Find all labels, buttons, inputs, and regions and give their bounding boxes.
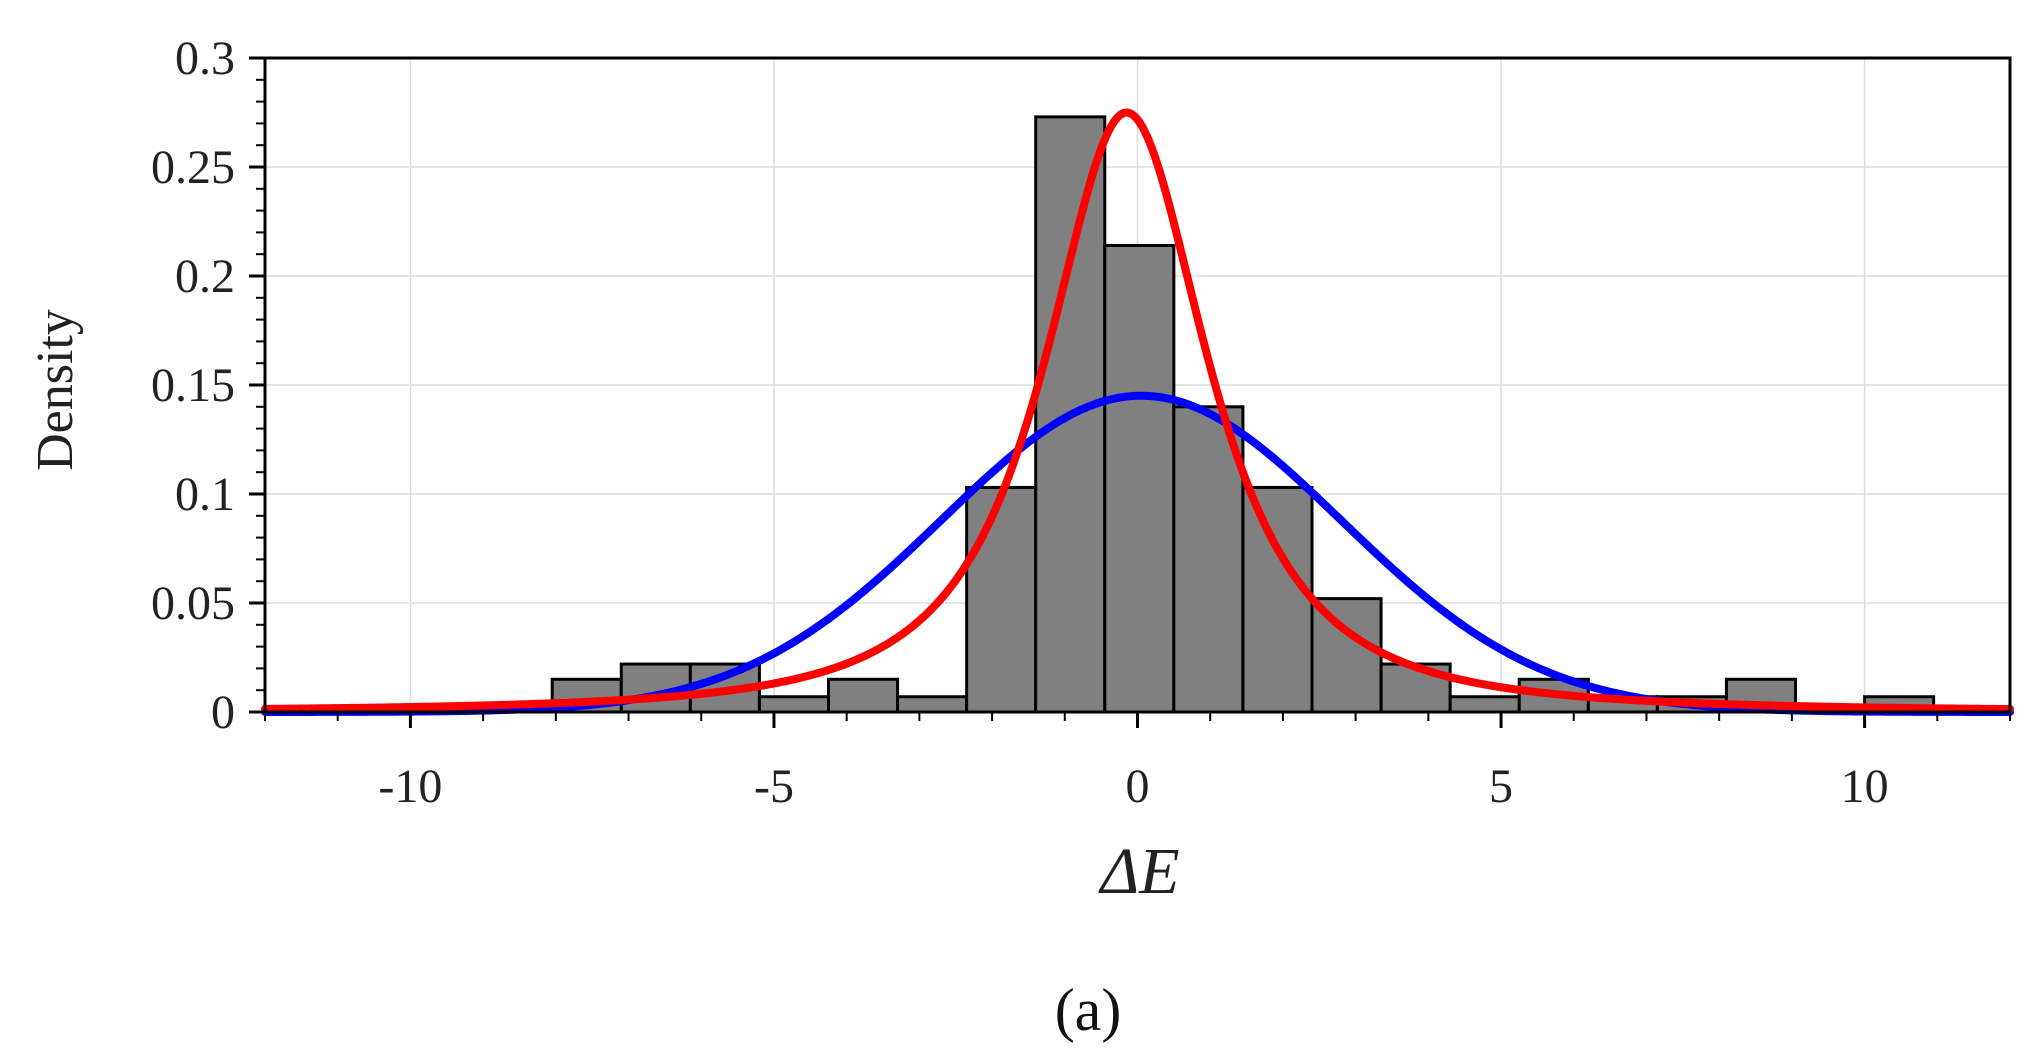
y-tick-label-3: 0.15 (151, 359, 235, 412)
panel-label: (a) (1055, 977, 1122, 1043)
histogram-bar-9 (1172, 405, 1245, 714)
y-axis-label: Density (27, 309, 84, 471)
x-tick-label-3: 5 (1489, 760, 1513, 813)
peaked-fit-curve (261, 108, 2014, 714)
x-tick-labels: -10 -5 0 5 10 (378, 760, 1888, 813)
x-axis-label: ΔE (1097, 835, 1179, 908)
y-tick-labels: 0 0.05 0.1 0.15 0.2 0.25 0.3 (151, 32, 235, 739)
y-tick-label-1: 0.05 (151, 577, 235, 630)
y-tick-label-4: 0.2 (175, 250, 235, 303)
x-tick-label-4: 10 (1841, 760, 1889, 813)
x-tick-label-1: -5 (754, 760, 794, 813)
histogram-bar-8 (1103, 243, 1176, 714)
x-tick-label-2: 0 (1126, 760, 1150, 813)
histogram-bar-3 (757, 695, 830, 714)
histogram-bar-5 (896, 695, 969, 714)
density-curves (261, 108, 2014, 716)
y-tick-label-6: 0.3 (175, 32, 235, 85)
histogram-bar-13 (1448, 695, 1521, 714)
axis-ticks (249, 56, 2011, 728)
x-tick-label-0: -10 (378, 760, 442, 813)
y-tick-label-5: 0.25 (151, 141, 235, 194)
histogram-bar-11 (1310, 597, 1383, 714)
histogram-bars (550, 115, 1936, 714)
y-tick-label-0: 0 (211, 686, 235, 739)
histogram-bar-10 (1241, 485, 1314, 714)
histogram-bar-6 (965, 485, 1038, 714)
histogram-bar-4 (826, 677, 900, 714)
y-tick-label-2: 0.1 (175, 468, 235, 521)
